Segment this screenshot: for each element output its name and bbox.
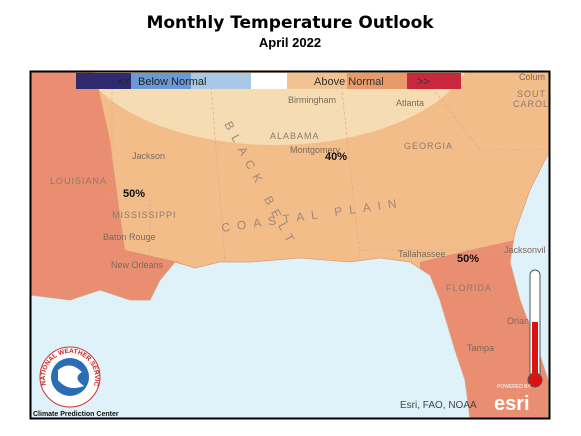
outlook-label: 50% [123,188,145,200]
place: CAROLI [513,99,553,109]
place: Jackson [132,151,165,161]
place: FLORIDA [446,283,492,293]
map-frame [29,70,551,420]
cpc-credit: Climate Prediction Center [33,411,119,418]
legend-above: Above Normal [314,76,384,88]
esri-logo: esri [494,393,530,415]
powered-by: POWERED BY [497,384,532,390]
legend-arrows-right: >> [417,76,430,88]
outlook-label: 40% [325,151,347,163]
legend-below: Below Normal [138,76,206,88]
place: Atlanta [396,98,424,108]
sources: Esri, FAO, NOAA [400,400,477,411]
coastline [31,72,549,418]
place: Orlando [507,316,539,326]
place: LOUISIANA [50,176,107,186]
zone-33 [75,72,475,145]
place: Jacksonvil [504,245,546,255]
outlook-label: 50% [457,253,479,265]
legend-arrows-left: << [118,76,131,88]
title: Monthly Temperature Outlook [146,13,434,33]
zone-50-west [31,72,200,305]
thermometer [527,269,543,388]
legend-bar: << Below Normal Above Normal >> [76,73,461,89]
place: ALABAMA [270,131,320,141]
place: MISSISSIPPI [112,210,177,220]
place: GEORGIA [404,141,453,151]
place: New Orleans [111,260,164,270]
borders [111,72,549,263]
place: Baton Rouge [103,232,156,242]
place: Tampa [467,343,494,353]
subtitle: April 2022 [259,35,321,50]
place: Montgomery [290,145,341,155]
place: Tallahassee [398,249,446,259]
place: Birmingham [288,95,336,105]
place: Colum [519,72,545,82]
place: SOUT [517,89,546,99]
map: << Below Normal Above Normal >> Birmingh… [31,72,553,418]
